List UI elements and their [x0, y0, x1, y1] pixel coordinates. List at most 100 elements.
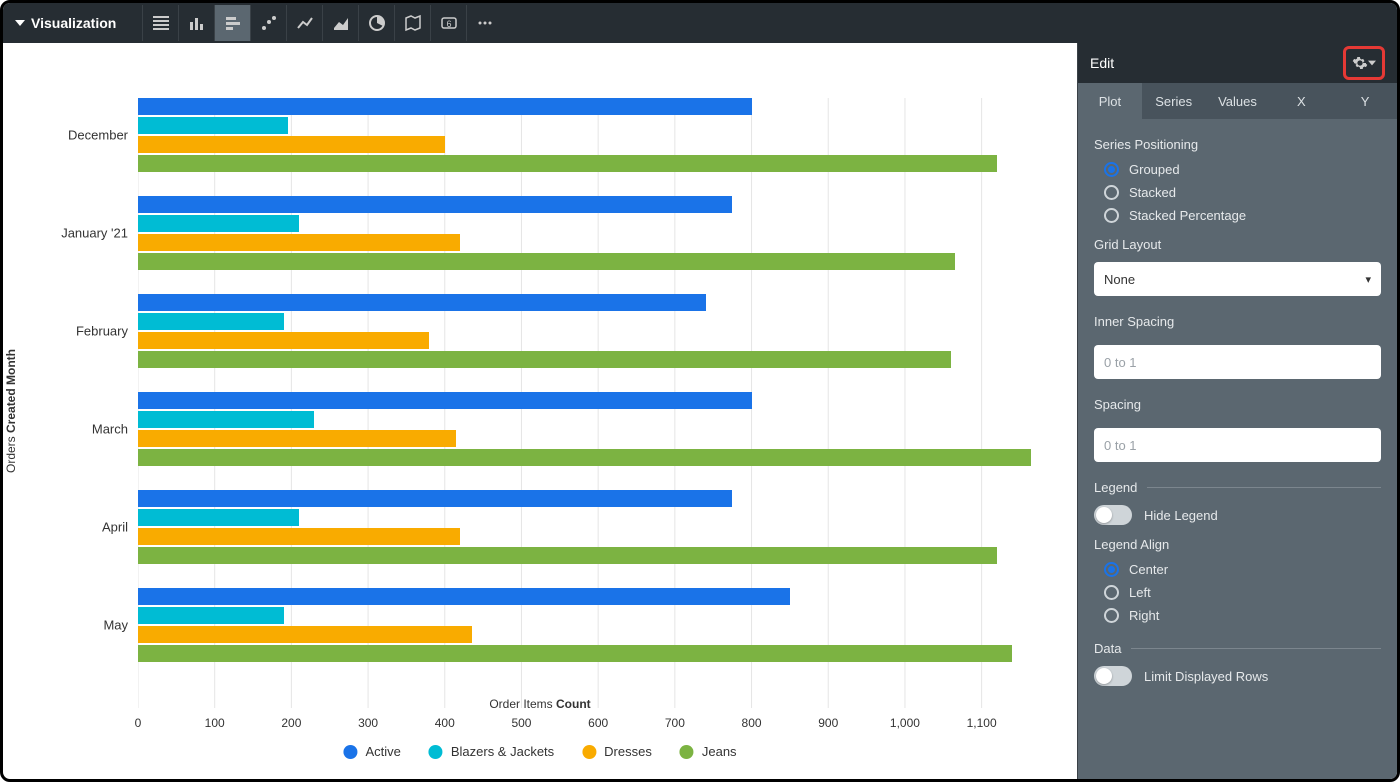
vis-type-more[interactable]: [466, 5, 502, 41]
legend-item-jeans[interactable]: Jeans: [680, 744, 737, 759]
tab-series[interactable]: Series: [1142, 83, 1206, 119]
y-axis-title: Orders Created Month: [4, 349, 18, 473]
series-pos-option-stacked[interactable]: Stacked: [1104, 185, 1381, 200]
vis-type-line[interactable]: [286, 5, 322, 41]
line-chart-icon: [296, 14, 314, 32]
grid-layout-select[interactable]: None ▾: [1094, 262, 1381, 296]
tab-y[interactable]: Y: [1333, 83, 1397, 119]
x-tick-label: 1,000: [890, 716, 920, 730]
spacing-label: Spacing: [1094, 397, 1381, 412]
bar-active[interactable]: [138, 490, 732, 507]
series-positioning-label: Series Positioning: [1094, 137, 1381, 152]
inner-spacing-label: Inner Spacing: [1094, 314, 1381, 329]
tab-x[interactable]: X: [1269, 83, 1333, 119]
series-pos-option-grouped[interactable]: Grouped: [1104, 162, 1381, 177]
legend-align-option-left[interactable]: Left: [1104, 585, 1381, 600]
vis-toolbar: Visualization 6: [3, 3, 1397, 43]
bar-active[interactable]: [138, 196, 732, 213]
hide-legend-label: Hide Legend: [1144, 508, 1218, 523]
x-tick-label: 800: [742, 716, 762, 730]
bar-dresses[interactable]: [138, 332, 429, 349]
tab-values[interactable]: Values: [1206, 83, 1270, 119]
hide-legend-toggle[interactable]: [1094, 505, 1132, 525]
scatter-icon: [260, 14, 278, 32]
bar-jeans[interactable]: [138, 253, 955, 270]
limit-rows-toggle[interactable]: [1094, 666, 1132, 686]
bar-active[interactable]: [138, 588, 790, 605]
collapse-toggle[interactable]: Visualization: [15, 15, 136, 31]
x-tick-label: 400: [435, 716, 455, 730]
x-tick-label: 0: [135, 716, 142, 730]
bar-blazers-jackets[interactable]: [138, 607, 284, 624]
legend-dot-icon: [343, 745, 357, 759]
limit-rows-label: Limit Displayed Rows: [1144, 669, 1268, 684]
bar-active[interactable]: [138, 392, 752, 409]
toolbar-title: Visualization: [31, 15, 116, 31]
category-label: May: [103, 618, 128, 633]
pie-chart-icon: [368, 14, 386, 32]
x-axis-title: Order Items Count: [489, 697, 590, 711]
x-tick-label: 900: [818, 716, 838, 730]
series-pos-option-stacked-percentage[interactable]: Stacked Percentage: [1104, 208, 1381, 223]
legend-dot-icon: [429, 745, 443, 759]
bar-dresses[interactable]: [138, 626, 472, 643]
legend-dot-icon: [582, 745, 596, 759]
bar-jeans[interactable]: [138, 547, 997, 564]
chart-legend: Active Blazers & Jackets Dresses Jeans: [343, 744, 736, 759]
bar-dresses[interactable]: [138, 528, 460, 545]
inner-spacing-input[interactable]: [1094, 345, 1381, 379]
legend-item-blazers-jackets[interactable]: Blazers & Jackets: [429, 744, 554, 759]
ellipsis-icon: [476, 14, 494, 32]
panel-tabs: PlotSeriesValuesXY: [1078, 83, 1397, 119]
bar-blazers-jackets[interactable]: [138, 117, 288, 134]
x-tick-label: 700: [665, 716, 685, 730]
category-label: March: [92, 422, 128, 437]
bar-jeans[interactable]: [138, 645, 1012, 662]
area-chart-icon: [332, 14, 350, 32]
spacing-input[interactable]: [1094, 428, 1381, 462]
bar-chart-icon: [224, 14, 242, 32]
tab-plot[interactable]: Plot: [1078, 83, 1142, 119]
bar-dresses[interactable]: [138, 430, 456, 447]
bar-active[interactable]: [138, 98, 752, 115]
bar-blazers-jackets[interactable]: [138, 313, 284, 330]
legend-item-dresses[interactable]: Dresses: [582, 744, 652, 759]
caret-down-icon: [15, 18, 25, 28]
vis-type-map[interactable]: [394, 5, 430, 41]
bar-blazers-jackets[interactable]: [138, 215, 299, 232]
settings-menu-button[interactable]: [1343, 46, 1385, 80]
legend-align-option-right[interactable]: Right: [1104, 608, 1381, 623]
x-tick-label: 200: [281, 716, 301, 730]
vis-type-pie[interactable]: [358, 5, 394, 41]
x-tick-label: 500: [511, 716, 531, 730]
bar-dresses[interactable]: [138, 136, 445, 153]
svg-text:6: 6: [446, 19, 451, 29]
bar-blazers-jackets[interactable]: [138, 509, 299, 526]
category-label: February: [76, 324, 128, 339]
data-section-label: Data: [1094, 641, 1381, 656]
chart-area: Orders Created Month 0 100 200 300 400 500 600…: [3, 43, 1077, 779]
bar-jeans[interactable]: [138, 155, 997, 172]
map-icon: [404, 14, 422, 32]
vis-type-single[interactable]: 6: [430, 5, 466, 41]
legend-align-option-center[interactable]: Center: [1104, 562, 1381, 577]
legend-item-active[interactable]: Active: [343, 744, 400, 759]
bar-jeans[interactable]: [138, 351, 951, 368]
bar-active[interactable]: [138, 294, 706, 311]
vis-type-area[interactable]: [322, 5, 358, 41]
vis-type-column[interactable]: [178, 5, 214, 41]
radio-icon: [1104, 608, 1119, 623]
category-label: December: [68, 128, 128, 143]
x-tick-label: 100: [205, 716, 225, 730]
x-tick-label: 1,100: [967, 716, 997, 730]
bar-blazers-jackets[interactable]: [138, 411, 314, 428]
vis-type-table[interactable]: [142, 5, 178, 41]
x-tick-label: 300: [358, 716, 378, 730]
vis-type-scatter[interactable]: [250, 5, 286, 41]
x-tick-label: 600: [588, 716, 608, 730]
category-label: January '21: [61, 226, 128, 241]
vis-type-bar[interactable]: [214, 5, 250, 41]
bar-dresses[interactable]: [138, 234, 460, 251]
bar-jeans[interactable]: [138, 449, 1031, 466]
radio-icon: [1104, 162, 1119, 177]
